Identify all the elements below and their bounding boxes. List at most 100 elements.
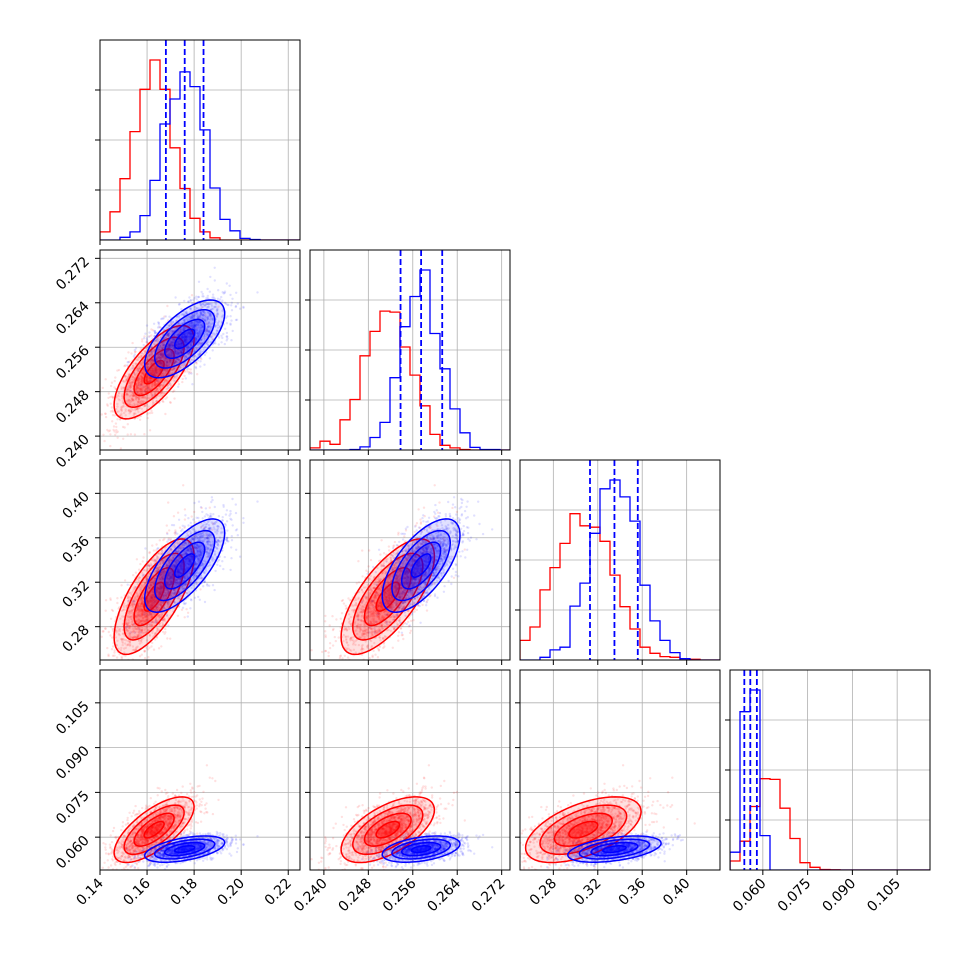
scatter-point-red	[140, 374, 143, 378]
scatter-point-red	[127, 373, 130, 376]
scatter-point-blue	[229, 293, 232, 297]
scatter-point-red	[195, 362, 198, 365]
scatter-point-red	[117, 410, 120, 413]
scatter-point-red	[140, 379, 143, 382]
scatter-point-red	[132, 364, 135, 367]
scatter-point-red	[170, 342, 173, 346]
scatter-point-red	[163, 380, 167, 383]
panel-1-1	[305, 249, 511, 455]
scatter-point-red	[120, 655, 123, 659]
scatter-point-blue	[206, 287, 209, 291]
scatter-point-red	[164, 627, 167, 631]
scatter-point-red	[186, 611, 190, 614]
scatter-point-blue	[178, 302, 181, 306]
scatter-point-red	[160, 345, 163, 348]
scatter-point-red	[144, 384, 148, 388]
scatter-point-blue	[220, 341, 223, 344]
scatter-point-red	[155, 389, 158, 392]
scatter-point-red	[175, 361, 179, 364]
scatter-point-blue	[180, 307, 183, 311]
scatter-point-red	[143, 656, 147, 660]
panel-2-0	[95, 459, 301, 665]
scatter-point-red	[160, 343, 164, 346]
scatter-point-red	[116, 430, 119, 433]
scatter-point-red	[166, 364, 169, 368]
scatter-point-red	[177, 383, 181, 386]
scatter-point-red	[176, 375, 179, 378]
scatter-point-red	[179, 366, 182, 370]
scatter-point-red	[153, 373, 157, 376]
scatter-point-red	[155, 379, 159, 382]
scatter-point-red	[123, 579, 127, 582]
scatter-point-red	[130, 393, 133, 397]
scatter-point-red	[171, 369, 174, 372]
scatter-point-red	[120, 584, 123, 587]
scatter-point-red	[126, 423, 129, 426]
scatter-point-red	[159, 353, 163, 356]
scatter-point-red	[174, 529, 177, 532]
scatter-point-red	[112, 428, 115, 432]
scatter-point-red	[128, 381, 132, 385]
scatter-point-red	[137, 358, 140, 362]
scatter-point-red	[161, 352, 164, 356]
scatter-point-red	[161, 384, 165, 387]
scatter-point-red	[155, 371, 158, 375]
scatter-point-red	[155, 371, 158, 374]
scatter-point-red	[122, 437, 125, 440]
scatter-point-red	[120, 387, 123, 391]
scatter-point-red	[171, 368, 174, 372]
scatter-point-blue	[157, 321, 161, 325]
scatter-point-red	[150, 369, 153, 372]
scatter-point-red	[141, 560, 144, 563]
scatter-point-red	[120, 408, 123, 411]
scatter-point-red	[187, 339, 190, 343]
scatter-point-red	[133, 662, 135, 664]
scatter-point-red	[155, 387, 158, 391]
scatter-point-red	[162, 400, 165, 404]
scatter-point-red	[139, 374, 142, 378]
scatter-point-red	[111, 636, 114, 639]
scatter-point-red	[150, 645, 153, 648]
scatter-point-red	[104, 412, 107, 416]
scatter-point-red	[120, 406, 124, 409]
scatter-point-red	[183, 340, 187, 343]
scatter-point-red	[170, 322, 173, 325]
scatter-point-red	[187, 353, 191, 356]
scatter-point-blue	[225, 331, 229, 335]
scatter-point-blue	[160, 317, 163, 321]
scatter-point-red	[128, 409, 131, 413]
scatter-point-red	[137, 382, 140, 385]
scatter-point-red	[151, 351, 154, 354]
scatter-point-red	[157, 361, 160, 365]
scatter-point-red	[183, 338, 186, 342]
scatter-point-red	[130, 397, 133, 400]
scatter-point-red	[107, 396, 110, 400]
scatter-point-red	[188, 334, 191, 337]
scatter-point-blue	[225, 322, 229, 325]
scatter-point-red	[174, 360, 177, 363]
scatter-point-red	[167, 361, 170, 364]
scatter-point-red	[154, 369, 158, 372]
scatter-point-red	[124, 379, 128, 382]
scatter-point-red	[156, 368, 159, 371]
scatter-point-red	[146, 386, 149, 390]
scatter-point-red	[179, 351, 182, 354]
scatter-point-red	[211, 337, 215, 341]
scatter-point-red	[176, 614, 180, 617]
scatter-point-red	[164, 357, 167, 360]
scatter-point-red	[176, 349, 179, 353]
scatter-point-red	[151, 370, 154, 373]
scatter-point-red	[140, 371, 144, 375]
scatter-point-red	[151, 411, 154, 415]
scatter-point-blue	[231, 329, 234, 333]
scatter-point-red	[163, 391, 166, 394]
scatter-point-red	[111, 395, 115, 399]
scatter-point-red	[181, 380, 184, 384]
scatter-point-red	[120, 414, 123, 417]
scatter-point-red	[154, 389, 157, 392]
scatter-point-red	[114, 422, 118, 425]
scatter-point-red	[164, 335, 168, 339]
scatter-point-red	[141, 395, 144, 399]
scatter-point-red	[184, 335, 188, 338]
scatter-point-red	[110, 406, 114, 409]
